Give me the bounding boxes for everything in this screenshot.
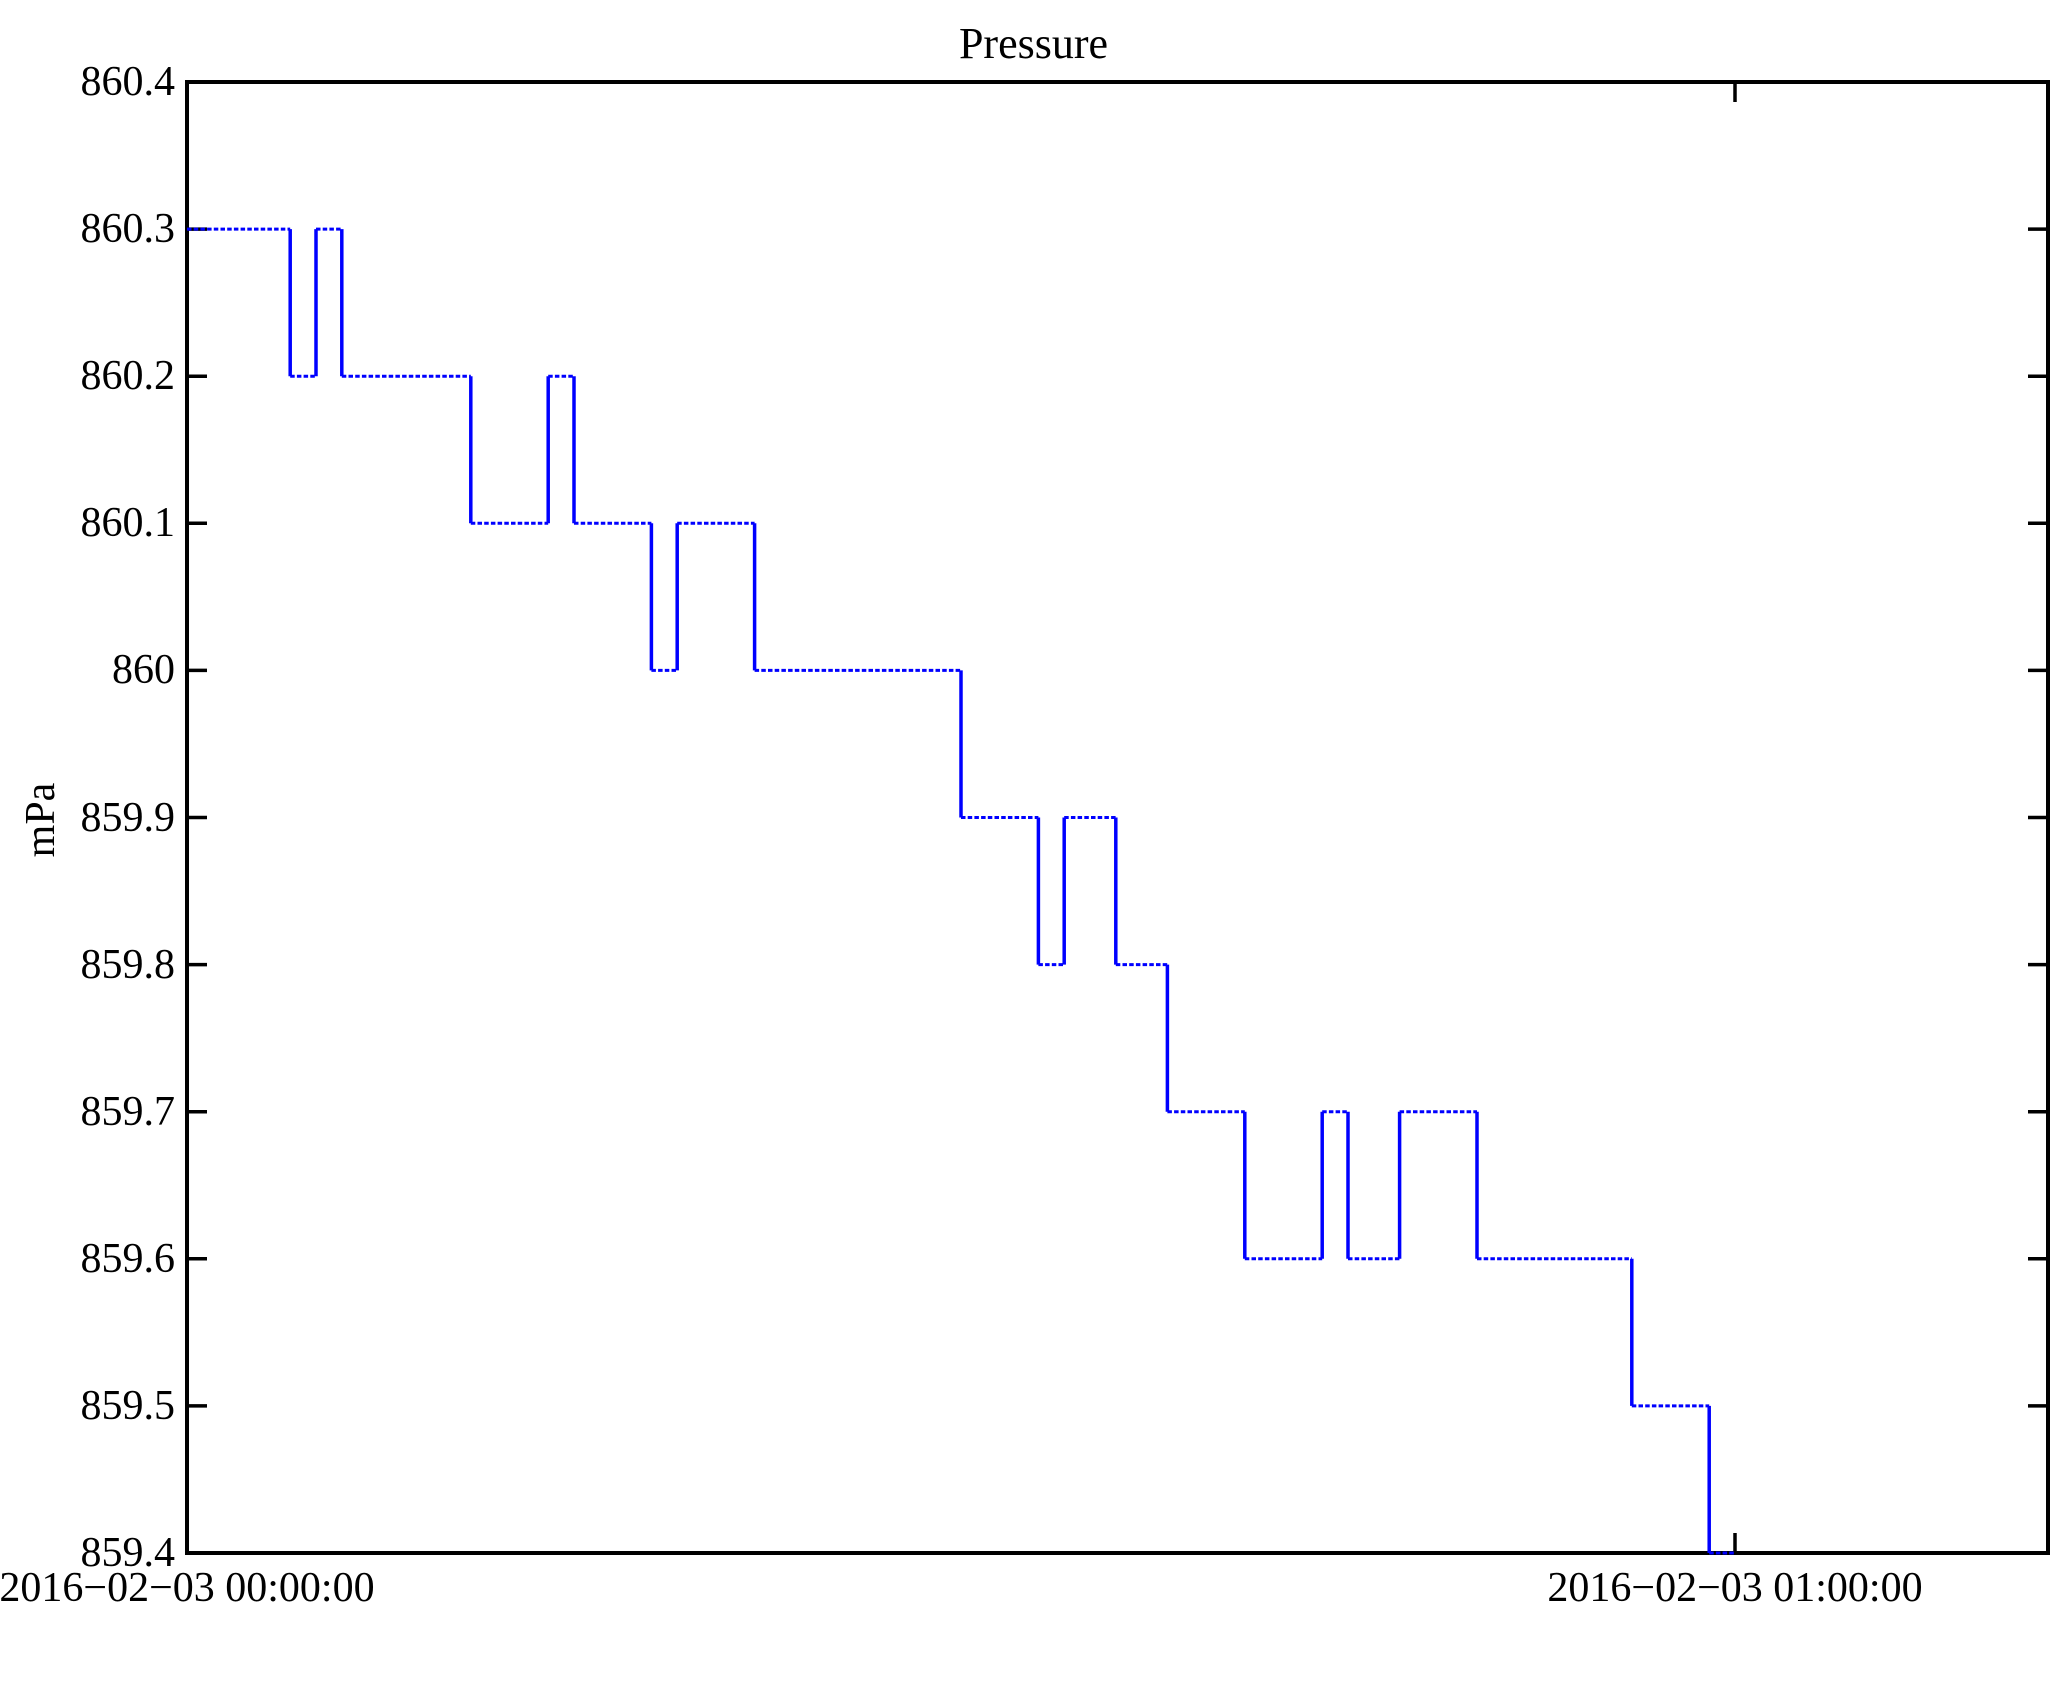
y-tick-label: 859.7 bbox=[80, 1088, 176, 1135]
x-tick-label: 2016−02−03 00:00:00 bbox=[0, 1565, 375, 1611]
y-tick-label: 860.1 bbox=[80, 500, 176, 547]
y-tick-label: 859.6 bbox=[80, 1235, 176, 1282]
y-tick-label: 859.4 bbox=[80, 1530, 176, 1576]
y-tick-label: 860.4 bbox=[80, 59, 176, 105]
y-tick-label: 859.9 bbox=[80, 794, 176, 841]
pressure-series-horizontal-segments bbox=[187, 227, 1735, 1555]
y-tick-label: 859.8 bbox=[80, 941, 176, 988]
y-tick-label: 860.2 bbox=[80, 353, 176, 400]
pressure-series-vertical-segments bbox=[288, 229, 1711, 1553]
y-tick-label: 860 bbox=[112, 647, 175, 694]
chart-title: Pressure bbox=[958, 19, 1109, 68]
y-tick-label: 859.5 bbox=[80, 1382, 176, 1429]
y-tick-label: 860.3 bbox=[80, 206, 176, 253]
x-tick-label: 2016−02−03 01:00:00 bbox=[1547, 1565, 1923, 1611]
